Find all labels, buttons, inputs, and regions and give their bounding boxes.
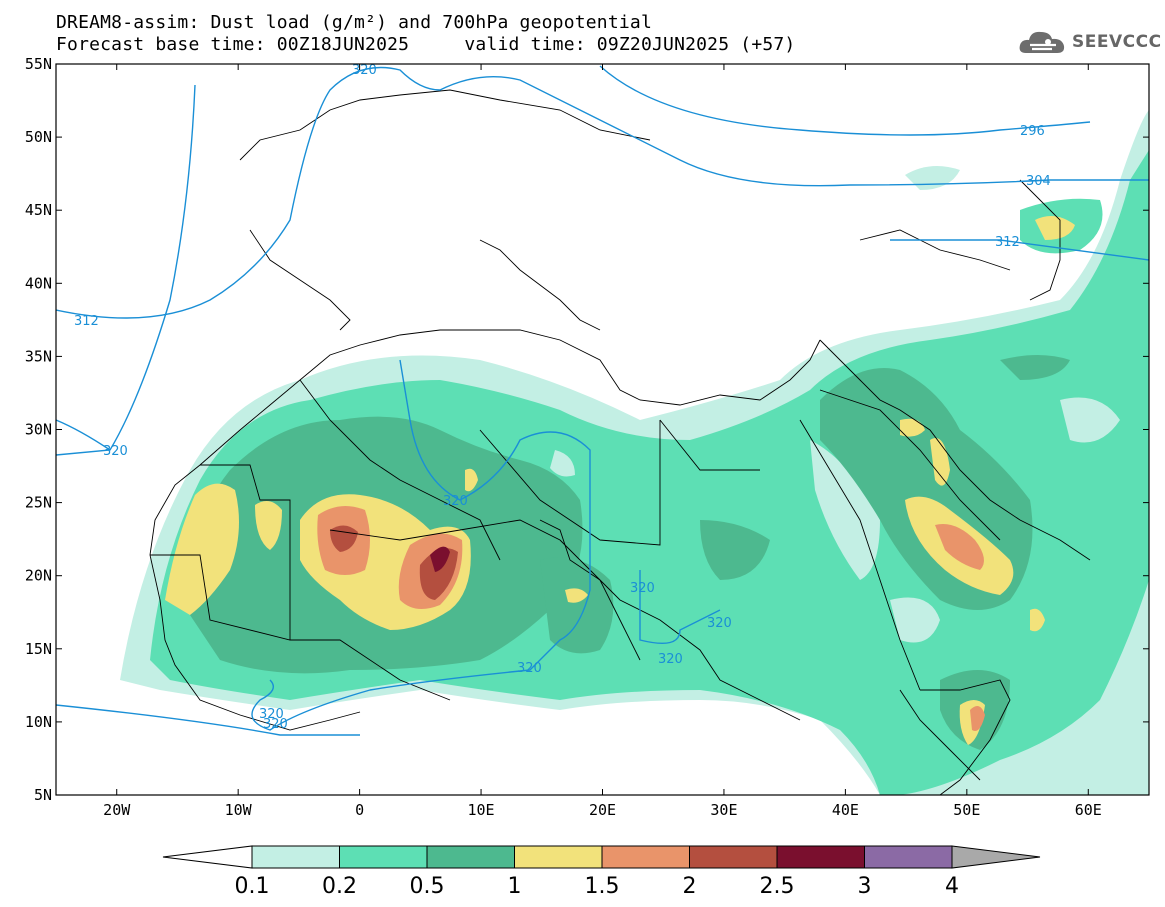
lon-tick-label: 40E: [832, 801, 859, 819]
lat-tick-label: 50N: [25, 128, 52, 146]
contour-label: 320: [658, 652, 683, 667]
seevccc-logo: SEEVCCC: [1018, 27, 1162, 57]
lon-tick-label: 60E: [1075, 801, 1102, 819]
colorbar-label: 3: [858, 874, 872, 899]
colorbar-swatch: [339, 845, 428, 869]
forecast-time-subtitle: Forecast base time: 00Z18JUN2025 valid t…: [56, 34, 796, 55]
geopotential-contours: [56, 65, 1149, 736]
coastlines-borders: [149, 89, 1091, 795]
plot-area: 320 296 304 312 312 320 320 320 320 320 …: [56, 63, 1149, 795]
colorbar-swatch: [251, 845, 340, 869]
contour-label: 296: [1020, 124, 1045, 139]
colorbar-swatch: [601, 845, 690, 869]
dust-field-2-5: [430, 546, 450, 572]
contour-label: 320: [517, 661, 542, 676]
lat-tick-label: 25N: [25, 494, 52, 512]
lon-tick-label: 10W: [225, 801, 253, 819]
lat-tick-label: 45N: [25, 201, 52, 219]
longitude-axis: 20W 10W 0 10E 20E 30E 40E 50E 60E: [103, 64, 1102, 819]
colorbar-label: 0.5: [410, 874, 445, 899]
map-title: DREAM8-assim: Dust load (g/m²) and 700hP…: [56, 12, 652, 33]
colorbar-swatch: [776, 845, 865, 869]
contour-label: 312: [995, 235, 1020, 250]
dust-field-2: [330, 525, 458, 600]
colorbar-swatch: [426, 845, 515, 869]
lat-tick-label: 5N: [34, 786, 52, 804]
colorbar: 0.1 0.2 0.5 1 1.5 2 2.5 3 4: [162, 845, 1041, 899]
colorbar-label: 1: [508, 874, 522, 899]
contour-label: 320: [630, 581, 655, 596]
cloud-logo-icon: [1019, 31, 1065, 53]
colorbar-label: 2.5: [760, 874, 795, 899]
colorbar-label: 0.1: [235, 874, 270, 899]
latitude-axis: 55N 50N 45N 40N 35N 30N 25N 20N 15N 10N 5N: [25, 55, 1149, 804]
colorbar-label: 1.5: [585, 874, 620, 899]
logo-text: SEEVCCC: [1072, 32, 1162, 52]
colorbar-swatch: [689, 845, 778, 869]
lon-tick-label: 20W: [103, 801, 131, 819]
colorbar-label: 4: [945, 874, 959, 899]
colorbar-swatch: [514, 845, 603, 869]
lon-tick-label: 20E: [589, 801, 616, 819]
lon-tick-label: 50E: [953, 801, 980, 819]
contour-label: 312: [74, 314, 99, 329]
contour-label: 320: [259, 707, 284, 722]
lon-tick-label: 30E: [710, 801, 737, 819]
colorbar-label: 0.2: [322, 874, 357, 899]
contour-label: 320: [707, 616, 732, 631]
contour-label: 320: [443, 494, 468, 509]
lat-tick-label: 20N: [25, 567, 52, 585]
contour-label: 320: [103, 444, 128, 459]
contour-label: 320: [263, 717, 288, 732]
contour-labels: 320 296 304 312 312 320 320 320 320 320 …: [74, 63, 1051, 732]
contour-label: 320: [352, 63, 377, 78]
lon-tick-label: 10E: [468, 801, 495, 819]
lat-tick-label: 40N: [25, 274, 52, 292]
colorbar-right-arrow: [951, 845, 1041, 869]
colorbar-swatch: [864, 845, 953, 869]
lon-tick-label: 0: [355, 801, 364, 819]
contour-label: 304: [1026, 174, 1051, 189]
lat-tick-label: 55N: [25, 55, 52, 73]
colorbar-left-arrow: [162, 845, 253, 869]
colorbar-label: 2: [683, 874, 697, 899]
lat-tick-label: 15N: [25, 640, 52, 658]
lat-tick-label: 10N: [25, 713, 52, 731]
lat-tick-label: 35N: [25, 347, 52, 365]
lat-tick-label: 30N: [25, 421, 52, 439]
